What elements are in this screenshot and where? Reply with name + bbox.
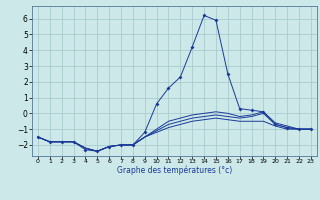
X-axis label: Graphe des températures (°c): Graphe des températures (°c) xyxy=(117,166,232,175)
